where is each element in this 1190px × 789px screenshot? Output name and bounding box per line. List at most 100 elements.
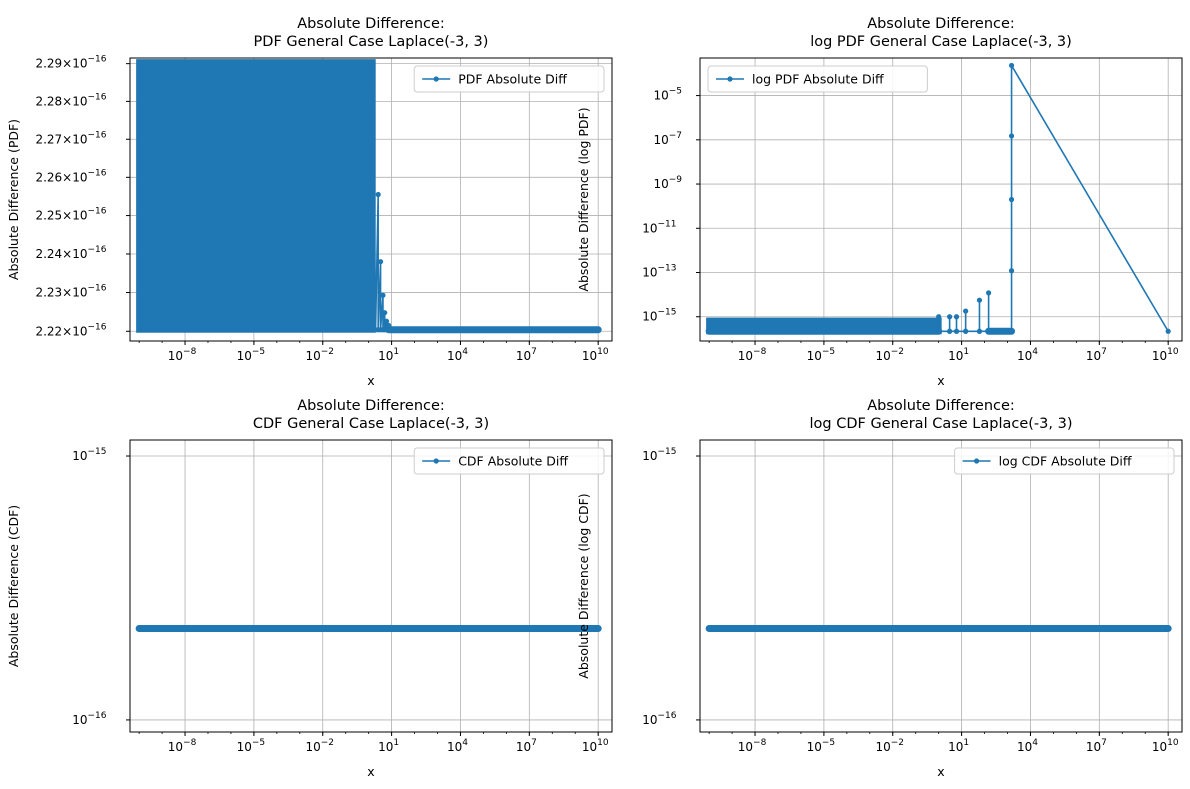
x-tick-label: 101 [378,347,399,363]
legend-box [707,65,928,93]
x-axis-label: x [367,764,374,779]
data-point [382,310,388,316]
x-tick-label: 104 [447,738,468,754]
data-point [936,328,942,334]
data-point [936,314,942,320]
chart-title-line2: PDF General Case Laplace(-3, 3) [254,34,489,50]
y-tick-label: 10−15 [642,308,676,324]
data-point [953,328,960,334]
legend-marker-swatch [727,76,733,82]
data-point [1165,328,1171,334]
chart-1: 10−8 10−5 10−2 101 104 107 1010 2.22×10−16 2.23×… [6,16,613,388]
chart-2: 10−8 10−5 10−2 101 104 107 1010 10−15 10−13 10−11… [576,16,1183,388]
data-point [386,322,392,329]
plot-area [705,62,1171,335]
legend-entry-label: CDF Absolute Diff [458,454,568,469]
y-tick-label: 10−15 [72,447,106,463]
y-tick-label: 2.26×10−16 [35,168,106,184]
chart-title-line1: Absolute Difference: [867,398,1015,414]
y-axis-label: Absolute Difference (CDF) [6,505,21,667]
data-point [370,59,376,65]
legend-entry-label: log CDF Absolute Diff [999,454,1132,469]
data-point [1008,62,1015,69]
data-point [986,328,992,334]
legend-marker-swatch [433,76,439,82]
x-axis-label: x [367,373,374,388]
legend-box [413,447,605,475]
legend: CDF Absolute Diff [413,447,605,475]
y-tick-label: 10−16 [642,711,677,727]
chart-title-line1: Absolute Difference: [867,16,1015,32]
y-tick-label: 10−9 [653,175,682,191]
axes-frame [699,439,1183,733]
data-point [136,625,142,632]
plot-area [136,59,602,334]
x-tick-label: 107 [1086,738,1107,754]
y-tick-label: 10−13 [642,264,676,280]
data-point [986,290,992,296]
y-tick-label: 2.23×10−16 [35,284,106,300]
x-tick-label: 10−8 [738,738,767,754]
x-tick-label: 1010 [1152,738,1179,754]
plot-area [705,624,1172,632]
x-tick-label: 10−8 [168,738,197,754]
x-tick-label: 10−2 [875,738,904,754]
y-axis-label: Absolute Difference (log CDF) [576,493,591,678]
data-point [947,328,953,334]
x-axis-label: x [937,764,944,779]
data-point [976,297,983,303]
x-tick-label: 10−8 [738,347,767,363]
plot-area [135,624,602,632]
x-tick-label: 10−5 [807,347,836,363]
legend-entry-label: PDF Absolute Diff [458,72,567,87]
x-tick-label: 101 [948,347,969,363]
x-tick-label: 1010 [582,347,609,363]
data-point [377,259,384,265]
legend-marker-swatch [974,458,980,464]
data-point [953,314,960,320]
y-tick-label: 2.25×10−16 [35,207,106,223]
y-tick-label: 2.22×10−16 [35,322,106,338]
x-tick-label: 10−2 [305,738,334,754]
data-point [706,625,712,632]
y-tick-label: 2.29×10−16 [35,55,106,71]
x-tick-label: 104 [1017,738,1038,754]
legend-marker-swatch [433,458,439,464]
data-point [595,625,601,632]
data-point [595,327,601,333]
data-point [1008,196,1015,203]
legend-box [954,447,1175,475]
data-point [1165,625,1171,632]
x-tick-label: 107 [516,738,537,754]
axes-frame [129,57,613,342]
x-tick-label: 107 [516,347,537,363]
data-point [963,308,969,314]
legend-entry-label: log PDF Absolute Diff [752,72,884,87]
x-tick-label: 101 [948,738,969,754]
y-tick-label: 2.28×10−16 [35,92,106,108]
x-tick-label: 1010 [582,738,609,754]
x-tick-label: 107 [1086,347,1107,363]
data-point [947,314,953,320]
data-point [963,328,969,334]
legend: PDF Absolute Diff [413,65,605,93]
chart-title-line2: log PDF General Case Laplace(-3, 3) [810,34,1072,50]
data-point [136,327,142,333]
x-tick-label: 10−5 [807,738,836,754]
data-point [706,328,712,334]
y-tick-label: 2.24×10−16 [35,245,106,261]
y-tick-label: 10−16 [72,711,107,727]
x-tick-label: 10−5 [237,347,266,363]
axes-frame [699,57,1183,342]
chart-title-line2: CDF General Case Laplace(-3, 3) [253,416,489,432]
x-tick-label: 101 [378,738,399,754]
legend: log PDF Absolute Diff [707,65,928,93]
data-point [1008,268,1015,274]
data-point [380,292,386,298]
legend: log CDF Absolute Diff [954,447,1175,475]
data-point [375,191,381,198]
y-axis-label: Absolute Difference (log PDF) [576,107,591,291]
x-tick-label: 10−2 [305,347,334,363]
data-point [1008,133,1015,139]
